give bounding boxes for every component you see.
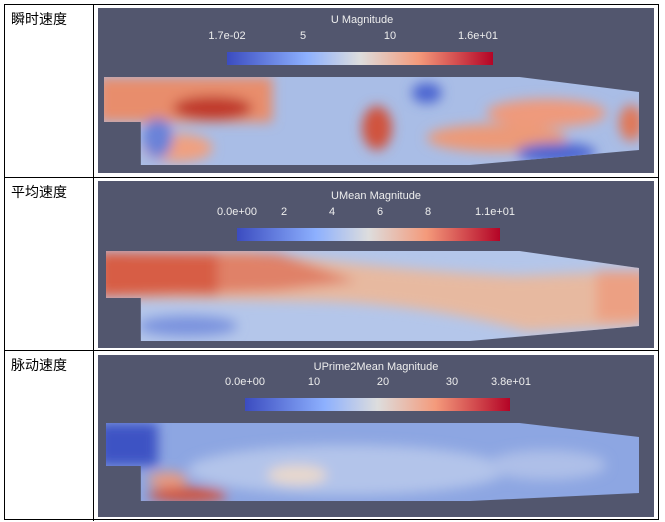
figure-table: 瞬时速度 U Magnitude 1.7e-02 5 10 1.6e+01 平均… <box>4 4 659 521</box>
velocity-field <box>105 423 640 501</box>
row-label: 瞬时速度 <box>5 5 94 177</box>
row-label: 平均速度 <box>5 178 94 350</box>
colorbar <box>237 228 500 241</box>
colorbar-tick: 30 <box>445 376 459 388</box>
uprime2mean-magnitude-contour-image: UPrime2Mean Magnitude 0.0e+00 10 20 30 3… <box>98 355 654 517</box>
colorbar <box>245 398 510 411</box>
colorbar-tick: 1.7e-02 <box>208 30 246 42</box>
colorbar-tick: 5 <box>299 30 307 42</box>
row-instantaneous-velocity: 瞬时速度 U Magnitude 1.7e-02 5 10 1.6e+01 <box>5 5 658 178</box>
colorbar-tick: 0.0e+00 <box>216 206 258 218</box>
colorbar <box>227 52 493 65</box>
colorbar-title: UMean Magnitude <box>331 190 421 202</box>
colorbar-title: U Magnitude <box>330 14 394 26</box>
u-magnitude-contour-image: U Magnitude 1.7e-02 5 10 1.6e+01 <box>98 8 654 173</box>
colorbar-tick: 3.8e+01 <box>490 376 532 388</box>
colorbar-tick: 2 <box>280 206 288 218</box>
colorbar-tick: 10 <box>383 30 397 42</box>
velocity-field <box>105 251 640 341</box>
colorbar-tick: 0.0e+00 <box>224 376 266 388</box>
colorbar-tick: 1.6e+01 <box>457 30 499 42</box>
umean-magnitude-contour-image: UMean Magnitude 0.0e+00 2 4 6 8 1.1e+01 <box>98 181 654 348</box>
colorbar-title: UPrime2Mean Magnitude <box>313 361 439 373</box>
velocity-field <box>103 77 640 165</box>
colorbar-tick: 6 <box>376 206 384 218</box>
colorbar-tick: 1.1e+01 <box>474 206 516 218</box>
row-label: 脉动速度 <box>5 351 94 521</box>
row-mean-velocity: 平均速度 UMean Magnitude 0.0e+00 2 4 6 8 1.1… <box>5 178 658 351</box>
colorbar-tick: 4 <box>328 206 336 218</box>
row-fluctuating-velocity: 脉动速度 UPrime2Mean Magnitude 0.0e+00 10 20… <box>5 351 658 521</box>
colorbar-tick: 10 <box>307 376 321 388</box>
colorbar-tick: 20 <box>376 376 390 388</box>
colorbar-tick: 8 <box>424 206 432 218</box>
